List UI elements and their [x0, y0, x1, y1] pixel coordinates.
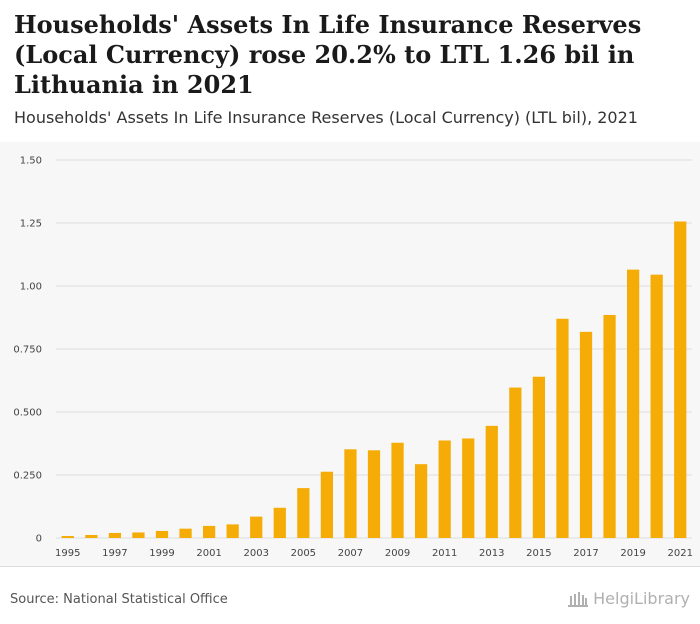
- bar-2021[interactable]: [674, 221, 687, 538]
- bar-2002[interactable]: [226, 524, 239, 538]
- y-tick-label: 0.500: [13, 408, 42, 419]
- bar-1996[interactable]: [85, 534, 98, 538]
- x-tick-label: 2017: [573, 548, 598, 559]
- x-tick-label: 1999: [149, 548, 174, 559]
- x-tick-label: 2013: [479, 548, 504, 559]
- footer-divider: [0, 566, 700, 567]
- x-tick-label: 2007: [338, 548, 363, 559]
- x-tick-label: 2001: [196, 548, 221, 559]
- y-tick-label: 1.00: [20, 282, 42, 293]
- y-tick-label: 0: [36, 534, 42, 545]
- bar-2015[interactable]: [532, 376, 546, 538]
- bar-2012[interactable]: [462, 438, 475, 538]
- bar-1997[interactable]: [108, 532, 122, 538]
- library-building-icon: [568, 591, 589, 607]
- x-tick-label: 2019: [620, 548, 645, 559]
- x-tick-label: 2021: [667, 548, 692, 559]
- bar-2003[interactable]: [250, 516, 263, 538]
- bar-2014[interactable]: [509, 387, 522, 538]
- y-tick-label: 0.250: [13, 471, 42, 482]
- x-tick-label: 2011: [432, 548, 457, 559]
- bar-2005[interactable]: [297, 488, 310, 538]
- bar-2019[interactable]: [626, 269, 640, 538]
- bar-2009[interactable]: [391, 442, 404, 538]
- bar-2017[interactable]: [579, 331, 593, 538]
- bar-1995[interactable]: [61, 535, 74, 538]
- y-tick-label: 1.25: [20, 219, 42, 230]
- bar-2001[interactable]: [202, 525, 216, 538]
- x-tick-label: 2003: [243, 548, 268, 559]
- logo-text: HelgiLibrary: [593, 589, 690, 608]
- helgilibrary-logo[interactable]: HelgiLibrary: [567, 589, 690, 608]
- chart-title: Households' Assets In Life Insurance Res…: [14, 10, 642, 99]
- bar-2018[interactable]: [603, 314, 616, 538]
- bar-2011[interactable]: [438, 440, 451, 538]
- y-tick-label: 1.50: [20, 156, 42, 167]
- bar-2007[interactable]: [344, 449, 357, 538]
- x-tick-label: 2009: [385, 548, 410, 559]
- chart-subtitle: Households' Assets In Life Insurance Res…: [14, 108, 638, 127]
- bar-chart: 0 0.250 0.500 0.750 1.00 1.25 1.50 1995 1997 1999…: [13, 156, 693, 560]
- y-tick-label: 0.750: [13, 345, 42, 356]
- bar-1999[interactable]: [155, 530, 169, 538]
- bar-2020[interactable]: [650, 274, 663, 538]
- x-tick-label: 1997: [102, 548, 127, 559]
- x-tick-label: 1995: [55, 548, 80, 559]
- bar-2006[interactable]: [320, 471, 334, 538]
- bar-2016[interactable]: [556, 318, 569, 538]
- bar-2010[interactable]: [414, 464, 428, 538]
- x-tick-label: 2005: [291, 548, 316, 559]
- bar-2000[interactable]: [179, 528, 192, 538]
- bar-2013[interactable]: [485, 425, 498, 538]
- bar-1998[interactable]: [132, 532, 145, 538]
- bar-2004[interactable]: [273, 507, 286, 538]
- source-note: Source: National Statistical Office: [10, 592, 228, 607]
- bar-2008[interactable]: [367, 450, 381, 538]
- x-tick-label: 2015: [526, 548, 551, 559]
